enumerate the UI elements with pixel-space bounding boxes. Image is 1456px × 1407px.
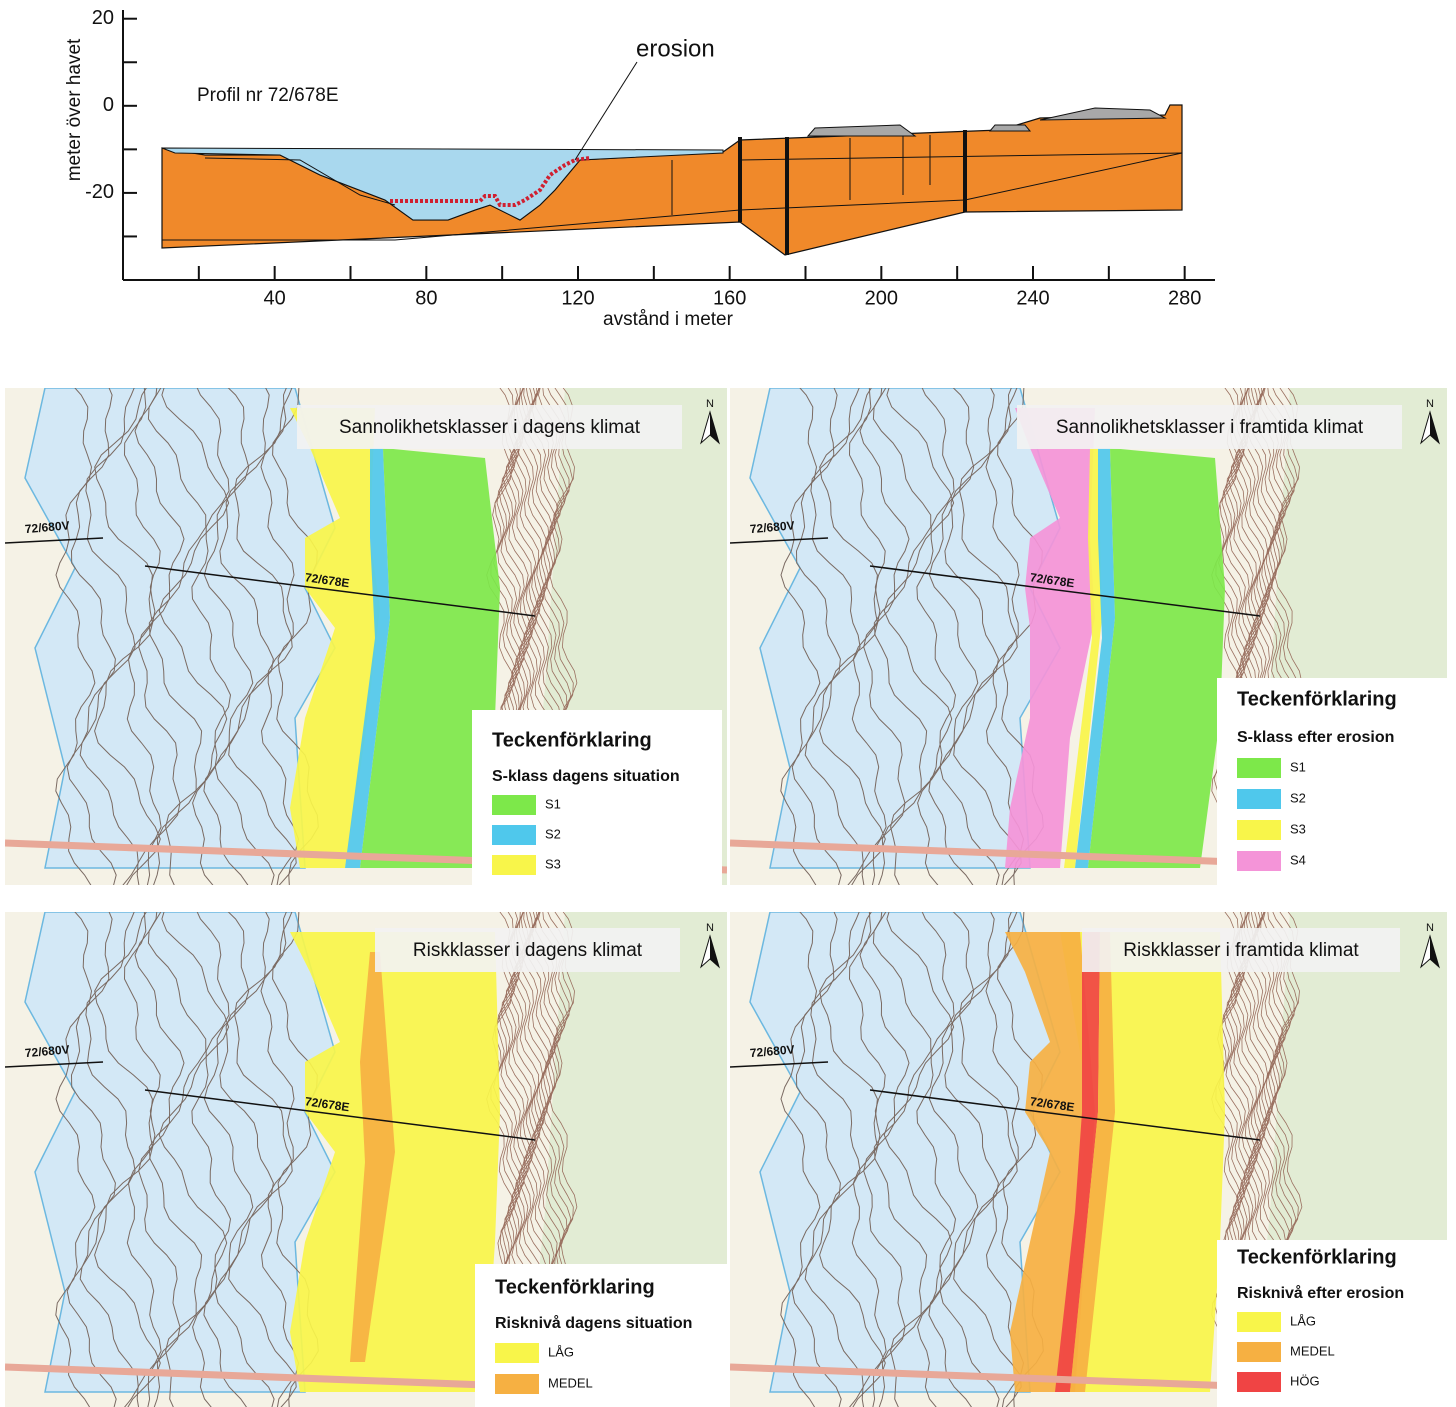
x-tick-label: 200 <box>865 287 898 309</box>
map-title: Riskklasser i dagens klimat <box>413 940 643 961</box>
x-axis-label: avstånd i meter <box>603 309 734 330</box>
legend-swatch <box>1237 1372 1281 1392</box>
x-tick-label: 160 <box>713 287 746 309</box>
map-title: Sannolikhetsklasser i framtida klimat <box>1056 417 1364 438</box>
legend-swatch <box>492 855 536 875</box>
x-tick-label: 40 <box>264 287 286 309</box>
legend-swatch <box>1237 789 1281 809</box>
legend-swatch <box>1237 1312 1281 1332</box>
map-title: Riskklasser i framtida klimat <box>1123 940 1359 961</box>
y-axis-label: meter över havet <box>64 38 85 181</box>
legend-label: S4 <box>1290 852 1306 867</box>
legend-subtitle: S-klass dagens situation <box>492 768 680 785</box>
legend-title: Teckenförklaring <box>1237 1246 1397 1268</box>
page: {"profile":{"title":"Profil nr 72/678E",… <box>0 0 1456 1407</box>
profile-title: Profil nr 72/678E <box>197 85 339 106</box>
legend-subtitle: S-klass efter erosion <box>1237 729 1394 746</box>
y-tick-label: 20 <box>92 7 114 29</box>
x-tick-label: 240 <box>1016 287 1049 309</box>
legend-subtitle: Risknivå efter erosion <box>1237 1284 1404 1302</box>
legend-label: MEDEL <box>1290 1343 1335 1358</box>
legend-label: LÅG <box>548 1344 574 1359</box>
legend-label: LÅG <box>1290 1313 1316 1328</box>
y-tick-label: -20 <box>85 181 114 203</box>
legend-swatch <box>495 1374 539 1394</box>
north-label: N <box>706 922 714 934</box>
legend-swatch <box>492 825 536 845</box>
legend-label: MEDEL <box>548 1375 593 1390</box>
legend-label: S2 <box>1290 790 1306 805</box>
legend-label: S3 <box>1290 821 1306 836</box>
legend-swatch <box>1237 851 1281 871</box>
legend-label: S1 <box>1290 759 1306 774</box>
x-tick-label: 280 <box>1168 287 1201 309</box>
legend-title: Teckenförklaring <box>492 729 652 751</box>
x-tick-label: 80 <box>415 287 437 309</box>
legend-label: S3 <box>545 856 561 871</box>
legend-swatch <box>1237 820 1281 840</box>
y-tick-label: 0 <box>103 94 114 116</box>
figure: erosion Profil nr 72/678E meter över hav… <box>0 0 1456 1407</box>
north-label: N <box>1426 398 1434 410</box>
legend-swatch <box>1237 1342 1281 1362</box>
annotation-leader <box>575 62 637 160</box>
legend-swatch <box>495 1343 539 1363</box>
x-tick-label: 120 <box>561 287 594 309</box>
legend-label: S1 <box>545 796 561 811</box>
map-title: Sannolikhetsklasser i dagens klimat <box>339 417 641 438</box>
legend-swatch <box>1237 758 1281 778</box>
legend-label: S2 <box>545 826 561 841</box>
legend-title: Teckenförklaring <box>1237 688 1397 710</box>
profile: erosion Profil nr 72/678E meter över hav… <box>64 10 1215 330</box>
legend-swatch <box>492 795 536 815</box>
legend-label: HÖG <box>1290 1373 1320 1388</box>
north-label: N <box>1426 922 1434 934</box>
legend-title: Teckenförklaring <box>495 1276 655 1298</box>
north-label: N <box>706 398 714 410</box>
legend-subtitle: Risknivå dagens situation <box>495 1314 692 1332</box>
annotation: erosion <box>636 35 715 62</box>
